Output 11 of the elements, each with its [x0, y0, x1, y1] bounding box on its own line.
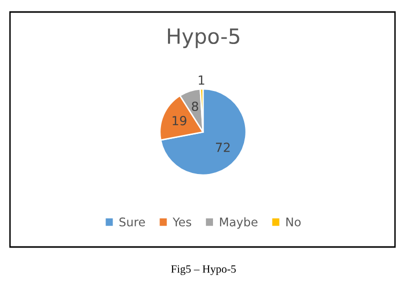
legend-label: No	[286, 218, 301, 226]
data-label: 19	[172, 116, 186, 126]
data-label: 8	[192, 102, 198, 112]
caption: Fig5 – Hypo-5	[171, 265, 236, 276]
legend-label: Maybe	[220, 217, 258, 229]
pie-slice	[160, 88, 247, 176]
data-label: 72	[216, 142, 230, 152]
legend-label: Yes	[172, 218, 192, 226]
data-label: 1	[198, 76, 204, 85]
legend-label: Sure	[119, 217, 145, 226]
chart-title: Hypo-5	[168, 28, 240, 48]
